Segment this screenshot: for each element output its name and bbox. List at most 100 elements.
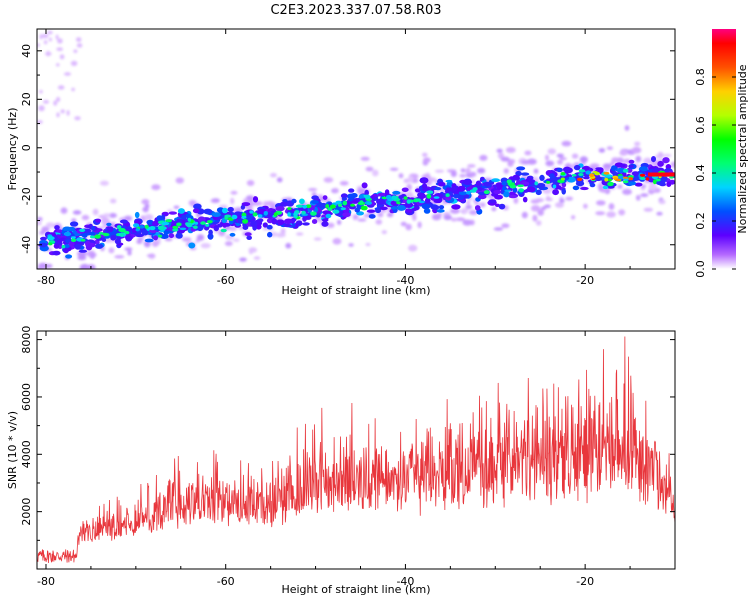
spectrogram-cell [472, 187, 478, 191]
spectrogram-cell [628, 164, 634, 168]
spectrogram-cell [560, 177, 566, 181]
spectrogram-cell [144, 238, 154, 243]
spectrogram-cell [340, 207, 346, 210]
x-tick-label: -40 [396, 274, 414, 287]
spectrogram-cell [39, 230, 46, 235]
spectrogram-cell [648, 183, 657, 191]
spectrogram-cell [364, 194, 371, 200]
spectrogram-cell [266, 224, 273, 230]
y-tick-label: 2000 [20, 498, 33, 526]
spectrogram-cell [505, 147, 516, 153]
spectrogram-cell [337, 219, 342, 225]
chart-title: C2E3.2023.337.07.58.R03 [270, 3, 441, 18]
spectrogram-cell [466, 190, 471, 195]
spectrogram-cell [535, 189, 542, 196]
spectrogram-cell [507, 160, 514, 167]
spectrogram-cell [74, 116, 81, 121]
spectrogram-cell [503, 168, 509, 174]
spectrogram-cell [106, 222, 112, 227]
spectrogram-cell [596, 200, 606, 206]
spectrogram-cell [445, 179, 453, 183]
spectrogram-cell [323, 177, 334, 183]
spectrogram-cell [563, 167, 570, 172]
spectrogram-cell [469, 171, 477, 177]
spectrogram-cell [595, 211, 606, 216]
spectrogram-cell [280, 227, 286, 235]
spectrogram-cell [267, 231, 273, 238]
spectrogram-cell [87, 242, 96, 248]
spectrogram-cell [46, 263, 53, 269]
spectrogram-cell [245, 195, 255, 202]
spectrogram-cell [310, 200, 319, 205]
snr-x-label: Height of straight line (km) [281, 583, 430, 596]
spectrogram-cell [552, 184, 557, 189]
spectrogram-cell [628, 177, 633, 181]
spectrogram-cell [197, 216, 206, 223]
spectrogram-cell [194, 221, 199, 225]
spectrogram-x-ticks: -80 -60 -40 -20 [37, 29, 676, 287]
spectrogram-cell [498, 203, 506, 210]
spectrogram-cell [412, 214, 417, 221]
spectrogram-cell [81, 214, 90, 221]
spectrogram-cell [375, 219, 383, 225]
spectrogram-cell [610, 161, 615, 166]
spectrogram-cell [552, 189, 559, 196]
spectrogram-cell [239, 257, 247, 262]
spectrogram-cell [321, 218, 329, 222]
spectrogram-cell [71, 87, 75, 92]
spectrogram-cell [619, 150, 628, 156]
spectrogram-cell [652, 179, 657, 185]
spectrogram-cell [360, 156, 370, 161]
spectrogram-cell [103, 213, 111, 218]
spectrogram-cell [506, 179, 512, 184]
spectrogram-cell [56, 229, 63, 233]
spectrogram-cell [296, 232, 304, 236]
spectrogram-cell [422, 152, 428, 157]
y-tick-label: 6000 [20, 383, 33, 411]
spectrogram-cell [376, 198, 386, 205]
spectrogram-cell [559, 198, 565, 203]
spectrogram-cell [635, 194, 641, 201]
spectrogram-frame [36, 28, 676, 270]
spectrogram-cell [640, 166, 648, 172]
spectrogram-cell [304, 215, 312, 220]
spectrogram-cell [295, 204, 304, 208]
spectrogram-cell [622, 189, 632, 193]
spectrogram-cell [565, 196, 573, 201]
spectrogram-cell [299, 198, 305, 205]
spectrogram-cell [37, 43, 40, 47]
spectrogram-cell [414, 188, 421, 193]
spectrogram-cell [595, 167, 603, 171]
spectrogram-cell [179, 227, 187, 231]
spectrogram-cell [63, 247, 69, 254]
spectrogram-cell [63, 231, 72, 237]
spectrogram-cell [56, 112, 60, 118]
spectrogram-cell [607, 181, 614, 187]
spectrogram-cell [522, 196, 528, 203]
spectrogram-cell [496, 148, 503, 153]
spectrogram-cell [359, 200, 364, 205]
spectrogram-cell [233, 238, 240, 242]
spectrogram-cell [457, 185, 466, 192]
colorbar-tick-label: 0.4 [694, 164, 707, 182]
spectrogram-cell [124, 215, 133, 222]
spectrogram-cell [330, 204, 336, 209]
spectrogram-cell [53, 243, 60, 249]
spectrogram-cell [200, 221, 206, 225]
spectrogram-cell [38, 262, 48, 269]
spectrogram-cell [512, 187, 518, 194]
spectrogram-cell [302, 222, 310, 226]
x-tick-label: -20 [576, 575, 594, 588]
spectrogram-cell [151, 240, 159, 247]
spectrogram-cell [335, 200, 342, 205]
spectrogram-cell [68, 241, 75, 247]
spectrogram-cell [493, 189, 502, 195]
spectrogram-cell [351, 200, 359, 204]
spectrogram-cell [65, 254, 73, 259]
spectrogram-cell [585, 170, 592, 175]
spectrogram-cell [423, 208, 431, 214]
spectrogram-cell [60, 109, 65, 114]
spectrogram-cell [628, 159, 635, 164]
spectrogram-cell [56, 97, 61, 102]
spectrogram-cell [293, 214, 298, 219]
